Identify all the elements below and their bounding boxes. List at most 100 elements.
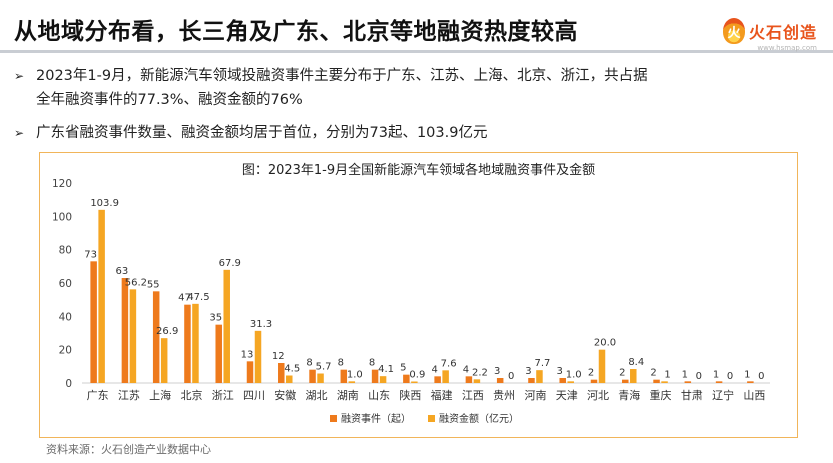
bar-events: [653, 379, 660, 383]
x-tick-label: 河北: [587, 389, 609, 402]
x-tick-label: 贵州: [493, 389, 515, 402]
y-tick-label: 120: [52, 178, 72, 190]
data-label-amount: 8.4: [628, 357, 644, 368]
data-label-amount: 0: [758, 371, 764, 382]
x-tick-label: 天津: [556, 389, 578, 402]
data-label-events: 12: [272, 351, 285, 362]
bar-events: [371, 369, 379, 383]
x-tick-label: 江苏: [118, 389, 140, 402]
data-label-events: 8: [306, 358, 312, 369]
bar-events: [90, 261, 97, 383]
bar-events: [215, 324, 222, 383]
bar-events: [496, 378, 504, 383]
bar-amount: [379, 376, 387, 383]
bar-events: [278, 363, 285, 383]
bar-amount: [160, 338, 168, 383]
data-label-amount: 7.6: [441, 358, 457, 369]
bar-amount: [192, 303, 199, 383]
x-tick-label: 辽宁: [712, 388, 734, 402]
data-label-amount: 1.0: [566, 369, 582, 380]
flame-icon: 火: [722, 18, 745, 44]
data-label-events: 47: [178, 293, 191, 304]
legend-swatch-events: [330, 415, 337, 422]
legend-swatch-amount: [428, 415, 435, 422]
bar-events: [434, 376, 441, 383]
data-label-events: 2: [650, 368, 656, 379]
x-tick-label: 山东: [368, 389, 390, 402]
logo-url: www.hsmap.com: [757, 44, 817, 52]
bar-amount: [598, 349, 606, 383]
data-label-events: 55: [147, 279, 160, 290]
data-label-events: 73: [84, 249, 97, 260]
bar-events: [309, 369, 316, 383]
x-tick-label: 山西: [743, 389, 765, 402]
data-label-events: 1: [744, 369, 750, 380]
bar-amount: [129, 289, 137, 383]
bar-amount: [286, 375, 293, 383]
data-label-events: 4: [431, 364, 437, 375]
bullet-2: ➢ 广东省融资事件数量、融资金额均居于首位，分别为73起、103.9亿元: [14, 121, 806, 145]
data-label-events: 8: [338, 358, 344, 369]
bar-events: [184, 304, 191, 383]
data-label-amount: 0: [727, 371, 733, 382]
bullet-1-line-2: 全年融资事件的77.3%、融资金额的76%: [36, 92, 303, 108]
data-label-amount: 1: [664, 369, 670, 380]
x-tick-label: 四川: [243, 389, 265, 402]
data-label-amount: 0: [508, 371, 514, 382]
bullet-1-line-1: 2023年1-9月，新能源汽车领域投融资事件主要分布于广东、江苏、上海、北京、浙…: [36, 68, 648, 84]
data-label-amount: 67.9: [219, 258, 241, 269]
bar-events: [715, 381, 723, 383]
data-label-amount: 20.0: [594, 338, 616, 349]
data-label-amount: 5.7: [316, 362, 332, 373]
data-label-events: 2: [588, 368, 594, 379]
bar-events: [747, 381, 754, 383]
bullet-2-line-1: 广东省融资事件数量、融资金额均居于首位，分别为73起、103.9亿元: [36, 125, 488, 141]
bar-events: [152, 291, 160, 383]
data-label-amount: 4.1: [378, 364, 394, 375]
bar-amount: [254, 330, 262, 383]
y-tick-label: 20: [59, 345, 72, 357]
x-tick-label: 甘肃: [681, 389, 703, 402]
bar-events: [121, 278, 129, 383]
data-label-events: 8: [369, 358, 375, 369]
bar-amount: [661, 381, 668, 383]
chart-title: 图：2023年1-9月全国新能源汽车领域各地域融资事件及金额: [241, 163, 596, 178]
bar-events: [528, 378, 535, 383]
bar-events: [246, 361, 254, 383]
bar-amount: [473, 379, 481, 383]
logo-text: 火石创造: [748, 23, 817, 42]
data-label-events: 3: [557, 366, 563, 377]
x-tick-label: 河南: [524, 389, 546, 402]
y-tick-label: 100: [52, 211, 72, 223]
data-label-amount: 4.5: [284, 364, 300, 375]
bar-amount: [223, 269, 230, 383]
bar-events: [590, 379, 598, 383]
data-label-amount: 2.2: [472, 367, 488, 378]
bar-amount: [411, 381, 418, 383]
x-tick-label: 安徽: [274, 388, 296, 402]
x-tick-label: 江西: [462, 389, 484, 402]
x-tick-label: 福建: [431, 388, 453, 402]
data-label-amount: 103.9: [90, 198, 119, 209]
page-title: 从地域分布看，长三角及广东、北京等地融资热度较高: [14, 19, 578, 45]
bar-amount: [98, 209, 105, 383]
x-tick-label: 重庆: [650, 388, 672, 402]
bullet-1: ➢ 2023年1-9月，新能源汽车领域投融资事件主要分布于广东、江苏、上海、北京…: [14, 64, 806, 112]
data-label-events: 5: [400, 363, 406, 374]
bar-events: [559, 378, 566, 383]
bullet-arrow-icon: ➢: [14, 126, 25, 140]
data-label-events: 1: [682, 369, 688, 380]
data-label-amount: 7.7: [535, 358, 551, 369]
bar-events: [465, 376, 473, 383]
y-tick-label: 40: [59, 311, 72, 323]
x-tick-label: 湖北: [306, 389, 328, 402]
x-tick-label: 浙江: [212, 389, 234, 402]
y-tick-label: 60: [59, 278, 72, 290]
data-label-amount: 56.2: [125, 277, 147, 288]
x-tick-label: 广东: [87, 389, 109, 402]
data-label-amount: 1.0: [347, 369, 363, 380]
brand-logo: 火 火石创造: [722, 18, 817, 44]
bar-amount: [536, 370, 543, 383]
bar-events: [622, 379, 629, 383]
bar-amount: [567, 381, 574, 383]
